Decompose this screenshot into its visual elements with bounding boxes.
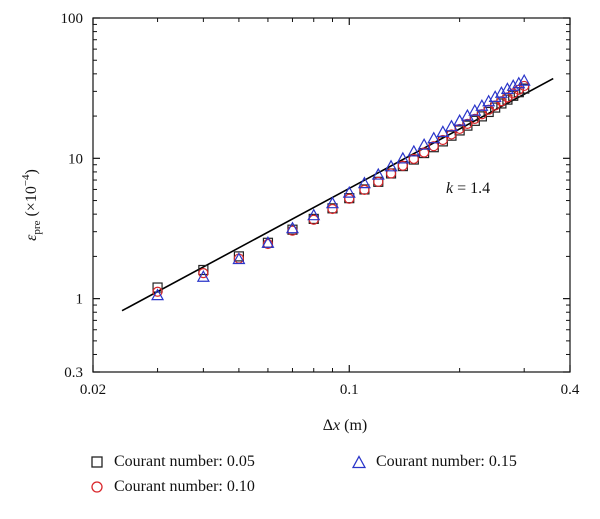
data-point-triangle: [357, 176, 371, 189]
data-point-triangle: [325, 196, 340, 209]
data-point-triangle: [384, 159, 398, 172]
x-tick-label: 0.02: [80, 382, 106, 398]
data-point-triangle: [196, 270, 210, 282]
square-marker-icon: [91, 456, 103, 468]
data-point-triangle: [342, 185, 356, 198]
data-point-circle: [152, 286, 163, 297]
y-tick-label: 0.3: [64, 365, 83, 381]
x-tick-label: 0.4: [561, 382, 580, 398]
data-point-circle: [397, 160, 408, 171]
data-point-triangle: [500, 82, 514, 94]
data-point-square: [198, 264, 209, 276]
plot-frame: [92, 17, 571, 373]
legend-item-courant-010: Courant number: 0.10: [90, 478, 255, 496]
data-point-triangle: [371, 167, 385, 180]
fit-line-group: [121, 77, 554, 312]
data-point-triangle: [436, 125, 450, 138]
data-point-triangle: [407, 144, 421, 157]
data-point-circle: [454, 123, 465, 135]
data-point-square: [152, 282, 163, 293]
plot-border: [92, 17, 571, 373]
data-point-triangle: [417, 137, 431, 150]
data-point-circle: [419, 147, 430, 158]
data-point-triangle: [494, 85, 508, 98]
legend-item-courant-005: Courant number: 0.05: [90, 453, 255, 471]
triangle-marker-icon: [352, 455, 366, 469]
fit-line: [121, 77, 554, 312]
y-tick-label: 100: [61, 11, 84, 27]
y-tick-label: 10: [68, 151, 83, 167]
data-point-triangle: [232, 252, 246, 265]
x-axis-title: Δx (m): [323, 417, 368, 434]
legend-label: Courant number: 0.15: [376, 453, 517, 470]
data-point-circle: [373, 176, 384, 187]
data-point-circle: [262, 238, 274, 250]
data-point-circle: [344, 193, 355, 204]
data-point-circle: [408, 153, 419, 165]
data-point-triangle: [151, 288, 165, 301]
legend-item-courant-015: Courant number: 0.15: [352, 453, 517, 471]
x-axis-ticks: 0.02 0.1 0.4: [80, 18, 580, 398]
data-point-square: [519, 83, 530, 94]
data-point-triangle: [261, 236, 275, 248]
data-point-triangle: [517, 73, 531, 86]
data-point-triangle: [506, 79, 520, 91]
series-triangle: [151, 73, 531, 301]
data-point-circle: [385, 168, 397, 179]
y-axis-ticks: 0.3 1 10 100: [61, 11, 570, 381]
data-point-triangle: [512, 76, 526, 89]
data-point-triangle: [427, 131, 441, 144]
data-point-circle: [198, 268, 209, 279]
data-point-circle: [469, 113, 480, 124]
x-tick-label: 0.1: [340, 382, 359, 398]
legend-label: Courant number: 0.05: [114, 453, 255, 470]
data-point-circle: [519, 80, 530, 92]
y-axis-title: εpre (×10−4): [20, 169, 43, 241]
circle-marker-icon: [91, 481, 103, 493]
data-point-circle: [462, 118, 473, 129]
data-points: [151, 73, 531, 301]
data-point-circle: [359, 184, 370, 196]
slope-annotation: k = 1.4: [446, 180, 490, 197]
data-point-circle: [428, 141, 439, 152]
data-point-triangle: [396, 151, 410, 164]
y-tick-label: 1: [76, 292, 84, 308]
data-point-triangle: [307, 208, 321, 221]
data-point-triangle: [285, 221, 299, 234]
data-point-triangle: [488, 90, 502, 102]
data-point-circle: [327, 203, 338, 215]
legend-label: Courant number: 0.10: [114, 478, 255, 495]
